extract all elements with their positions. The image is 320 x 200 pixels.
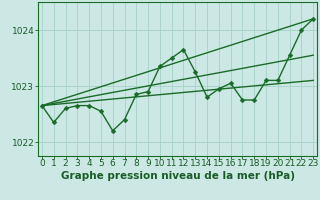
X-axis label: Graphe pression niveau de la mer (hPa): Graphe pression niveau de la mer (hPa) xyxy=(60,171,295,181)
